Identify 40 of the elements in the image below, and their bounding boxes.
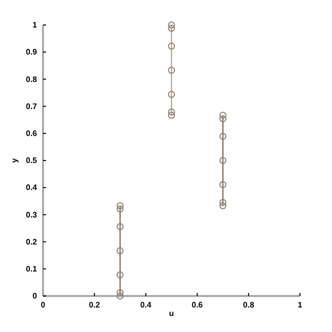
point [116, 271, 124, 278]
y-tick-label: 0.6 [26, 128, 38, 138]
x-tick-label: 0.6 [192, 300, 204, 310]
y-tick-label: 0.2 [26, 237, 38, 246]
x-tick-label: 0 [40, 300, 46, 310]
point [116, 292, 124, 300]
point [116, 289, 124, 296]
point [168, 66, 175, 74]
x-axis-title: u [169, 309, 174, 318]
y-tick-label: 0.9 [26, 48, 38, 57]
y-tick-label: 0.8 [26, 74, 38, 84]
point [116, 223, 124, 230]
point [219, 115, 226, 122]
y-tick-label: 0.5 [26, 156, 38, 166]
y-tick-label: 0.7 [26, 102, 38, 111]
y-tick-label: 0.4 [26, 183, 38, 192]
x-tick-label: 0.8 [243, 300, 255, 310]
point [219, 157, 226, 164]
point [168, 42, 175, 50]
x-tick-label: 1 [298, 300, 303, 310]
point [168, 108, 175, 116]
y-tick-label: 0.3 [26, 210, 38, 220]
point [116, 247, 124, 254]
y-tick-label: 0.1 [26, 264, 38, 274]
point [219, 202, 226, 210]
point [168, 90, 175, 98]
point [219, 112, 226, 119]
x-tick-label: 0.2 [88, 300, 101, 310]
point [168, 22, 175, 28]
point [116, 202, 124, 210]
y-tick-label: 1 [32, 20, 38, 30]
point [168, 24, 175, 32]
x-tick-label: 0.4 [140, 300, 152, 310]
point [168, 112, 175, 119]
y-axis-title: y [10, 158, 19, 163]
point [116, 206, 124, 212]
point [219, 181, 226, 188]
y-tick-label: 0 [32, 292, 38, 301]
point [219, 199, 226, 206]
point [219, 132, 226, 140]
